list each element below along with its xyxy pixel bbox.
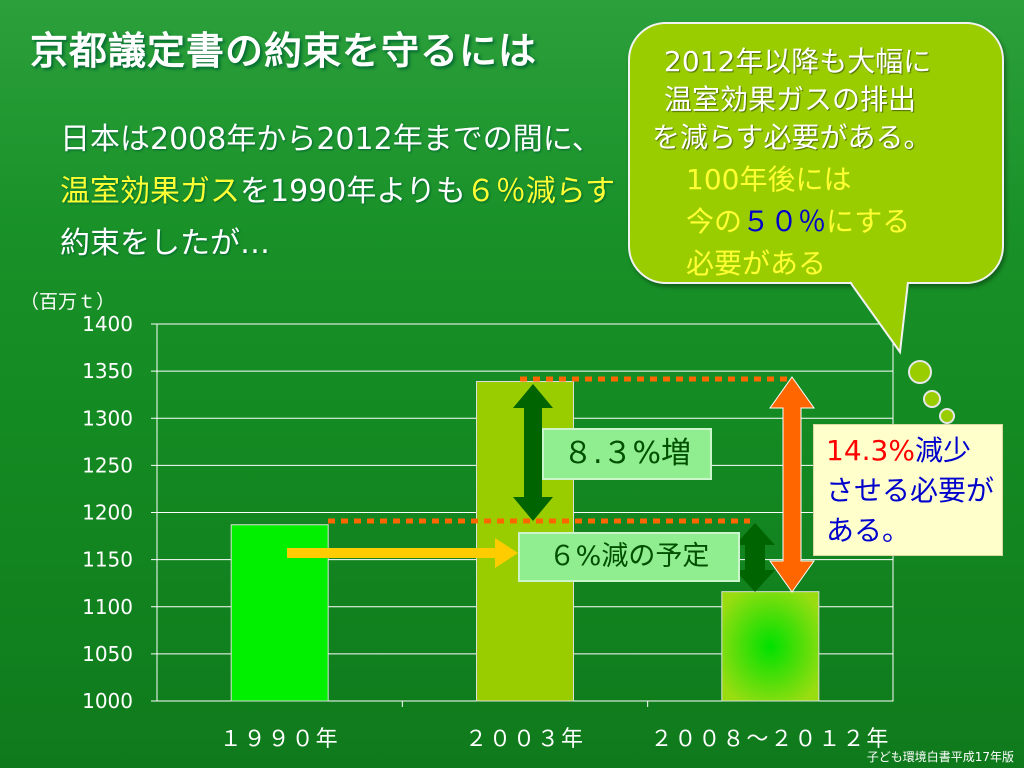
bubble-dot-large: [908, 360, 932, 384]
y-tick-label: 1250: [82, 453, 133, 477]
y-tick-label: 1100: [82, 595, 133, 619]
callout-make: にする: [826, 205, 911, 238]
callout-line-3: を減らす必要がある。: [652, 121, 932, 154]
green-double-arrow-increase: [513, 384, 553, 521]
x-category-label: １９９０年: [220, 727, 340, 752]
x-category-label: ２００８～２０１２年: [650, 727, 890, 752]
callout-line-6: 必要がある: [686, 247, 827, 280]
intro-part-3: 約束をしたが…: [60, 226, 270, 261]
y-tick-label: 1200: [82, 501, 133, 525]
y-tick-label: 1400: [82, 312, 133, 336]
reduction-percent: 14.3%: [826, 434, 915, 467]
callout-line-1: 2012年以降も大幅に: [664, 45, 932, 78]
green-double-arrow-target: [735, 523, 775, 592]
y-tick-label: 1000: [82, 689, 133, 713]
reduction-label: 14.3%減少させる必要がある。: [813, 424, 1003, 556]
x-category-label: ２００３年: [465, 727, 585, 752]
y-tick-label: 1150: [82, 548, 133, 572]
callout-fifty-percent: ５０％: [742, 205, 827, 238]
increase-label: ８.３%増: [542, 428, 712, 480]
y-tick-label: 1300: [82, 406, 133, 430]
reduction-text: 減少させる必要がある。: [826, 434, 995, 547]
callout-line-2: 温室効果ガスの排出: [664, 83, 917, 116]
page-title: 京都議定書の約束を守るには: [30, 29, 538, 73]
intro-part-1: 日本は2008年から2012年までの間に、: [60, 122, 602, 157]
y-tick-label: 1050: [82, 642, 133, 666]
bubble-dot-small: [939, 408, 955, 424]
callout-now: 今の: [686, 205, 743, 238]
source-credit: 子ども環境白書平成17年版: [866, 750, 1014, 764]
thought-bubble: 2012年以降も大幅に 温室効果ガスの排出 を減らす必要がある。 100年後には…: [628, 22, 1004, 284]
intro-part-2: を1990年よりも: [240, 174, 466, 209]
bubble-dot-medium: [923, 390, 941, 408]
callout-line-4: 100年後には: [686, 163, 852, 196]
intro-highlight-six-percent: ６％減らす: [465, 174, 616, 209]
y-tick-label: 1350: [82, 359, 133, 383]
chart-annotations: [287, 360, 955, 593]
bar-2: [721, 591, 820, 702]
target-label: ６%減の予定: [518, 532, 740, 582]
intro-text: 日本は2008年から2012年までの間に、温室効果ガスを1990年よりも６％減ら…: [60, 114, 620, 270]
intro-highlight-ghg: 温室効果ガス: [60, 174, 240, 209]
callout-line-5: 今の５０％にする: [686, 200, 910, 240]
yellow-right-arrow: [287, 538, 518, 568]
orange-double-arrow-reduce: [769, 376, 815, 593]
y-axis-unit: （百万ｔ）: [20, 291, 116, 313]
